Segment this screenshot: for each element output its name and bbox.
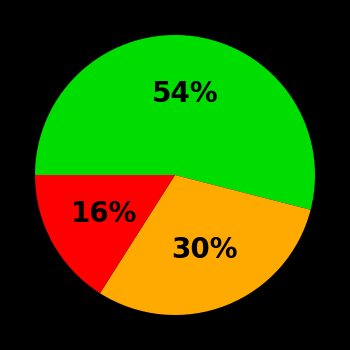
- Wedge shape: [100, 175, 310, 315]
- Text: 54%: 54%: [152, 80, 218, 108]
- Text: 30%: 30%: [172, 237, 238, 265]
- Wedge shape: [35, 175, 175, 293]
- Text: 16%: 16%: [71, 200, 137, 228]
- Wedge shape: [35, 35, 315, 210]
